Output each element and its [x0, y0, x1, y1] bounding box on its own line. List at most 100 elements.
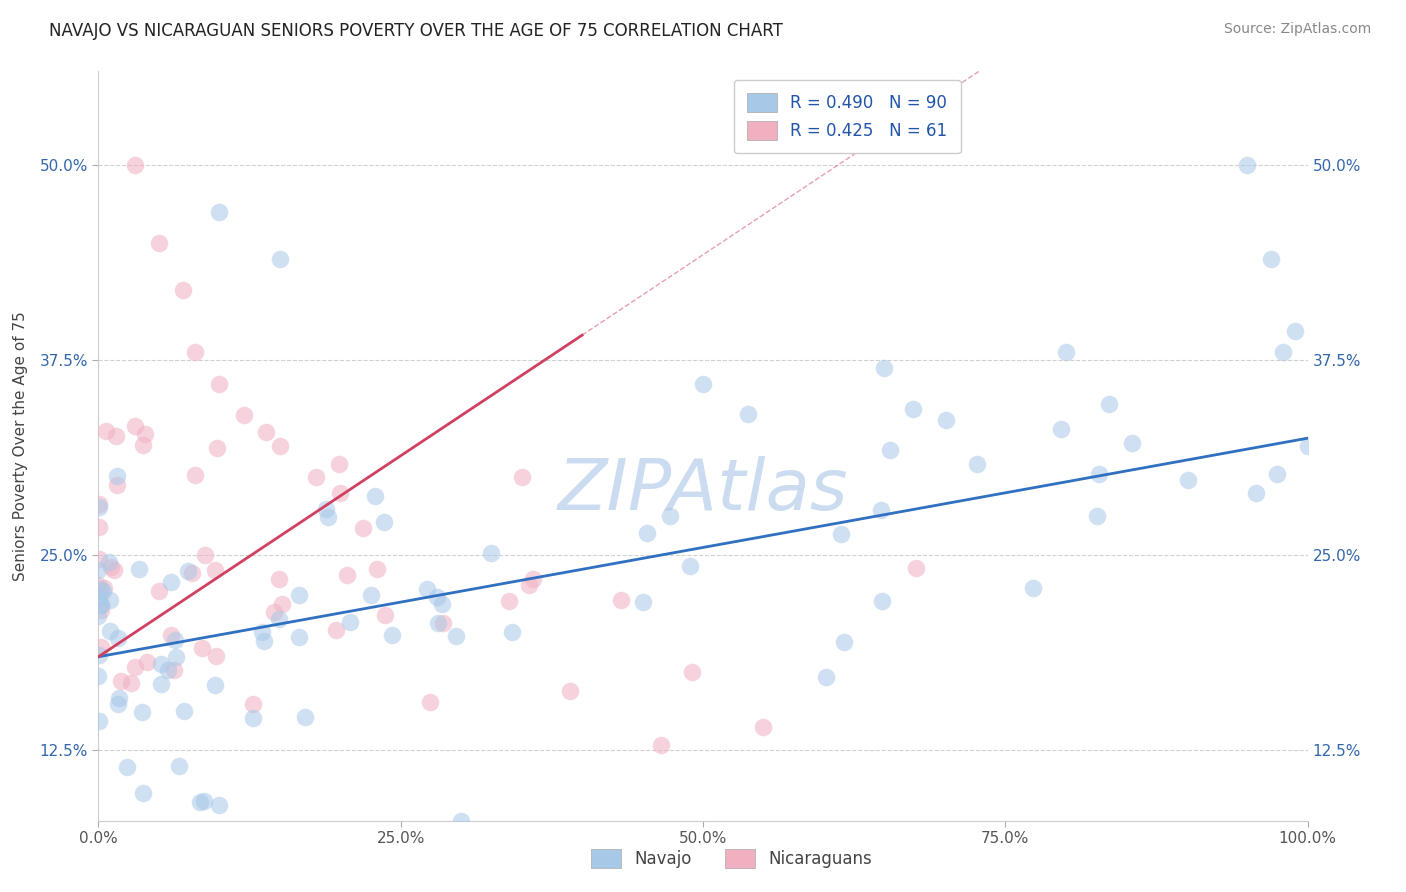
Point: [194, 548, 217, 562]
Point: [103, 563, 125, 577]
Point: [135, 655, 157, 669]
Point: [160, 574, 183, 589]
Point: [132, 437, 155, 451]
Point: [90, 599, 112, 613]
Point: [124, 419, 146, 434]
Point: [879, 443, 901, 458]
Point: [87, 669, 110, 683]
Point: [90, 603, 112, 617]
Point: [124, 158, 146, 172]
Point: [87, 563, 110, 577]
Point: [181, 566, 204, 581]
Point: [1177, 473, 1199, 487]
Point: [87, 591, 110, 605]
Point: [681, 665, 703, 679]
Point: [131, 706, 153, 720]
Point: [450, 814, 472, 828]
Point: [360, 588, 382, 602]
Point: [870, 503, 893, 517]
Point: [427, 615, 450, 630]
Point: [328, 457, 350, 471]
Point: [294, 710, 316, 724]
Point: [242, 697, 264, 711]
Point: [522, 572, 544, 586]
Point: [288, 630, 311, 644]
Point: [901, 401, 924, 416]
Point: [104, 429, 127, 443]
Point: [160, 628, 183, 642]
Point: [87, 497, 110, 511]
Point: [87, 577, 110, 591]
Point: [336, 568, 359, 582]
Point: [1260, 252, 1282, 266]
Point: [177, 564, 200, 578]
Point: [208, 376, 231, 391]
Point: [232, 408, 254, 422]
Point: [269, 612, 291, 626]
Point: [124, 659, 146, 673]
Point: [679, 558, 702, 573]
Point: [163, 663, 186, 677]
Point: [87, 552, 110, 566]
Text: ZIPAtlas: ZIPAtlas: [558, 457, 848, 525]
Point: [90, 640, 112, 654]
Text: Source: ZipAtlas.com: Source: ZipAtlas.com: [1223, 22, 1371, 37]
Point: [935, 413, 957, 427]
Point: [444, 629, 467, 643]
Point: [1098, 397, 1121, 411]
Point: [432, 615, 454, 630]
Point: [1296, 439, 1319, 453]
Point: [120, 675, 142, 690]
Point: [870, 593, 893, 607]
Point: [173, 704, 195, 718]
Point: [148, 584, 170, 599]
Point: [148, 236, 170, 251]
Point: [163, 632, 186, 647]
Point: [366, 562, 388, 576]
Point: [269, 252, 291, 266]
Point: [184, 345, 207, 359]
Point: [87, 500, 110, 515]
Point: [1272, 345, 1295, 359]
Point: [517, 578, 540, 592]
Point: [329, 486, 352, 500]
Point: [1085, 509, 1108, 524]
Point: [814, 670, 837, 684]
Point: [830, 527, 852, 541]
Point: [242, 711, 264, 725]
Point: [430, 597, 453, 611]
Point: [1246, 485, 1268, 500]
Point: [205, 649, 228, 664]
Point: [1284, 324, 1306, 338]
Point: [1236, 158, 1258, 172]
Point: [267, 572, 290, 586]
Point: [416, 582, 439, 596]
Point: [426, 591, 449, 605]
Point: [150, 657, 173, 672]
Point: [256, 425, 278, 440]
Point: [107, 631, 129, 645]
Point: [134, 427, 156, 442]
Point: [658, 508, 681, 523]
Point: [316, 510, 339, 524]
Point: [737, 407, 759, 421]
Point: [353, 521, 375, 535]
Point: [204, 562, 226, 576]
Text: NAVAJO VS NICARAGUAN SENIORS POVERTY OVER THE AGE OF 75 CORRELATION CHART: NAVAJO VS NICARAGUAN SENIORS POVERTY OVE…: [49, 22, 783, 40]
Point: [560, 684, 582, 698]
Point: [193, 794, 215, 808]
Point: [115, 760, 138, 774]
Point: [364, 489, 387, 503]
Point: [650, 738, 672, 752]
Point: [263, 605, 285, 619]
Point: [373, 515, 395, 529]
Point: [269, 439, 291, 453]
Point: [184, 467, 207, 482]
Point: [873, 361, 896, 376]
Point: [105, 478, 128, 492]
Point: [208, 205, 231, 219]
Point: [1088, 467, 1111, 482]
Point: [510, 470, 533, 484]
Point: [832, 635, 855, 649]
Point: [89, 714, 111, 728]
